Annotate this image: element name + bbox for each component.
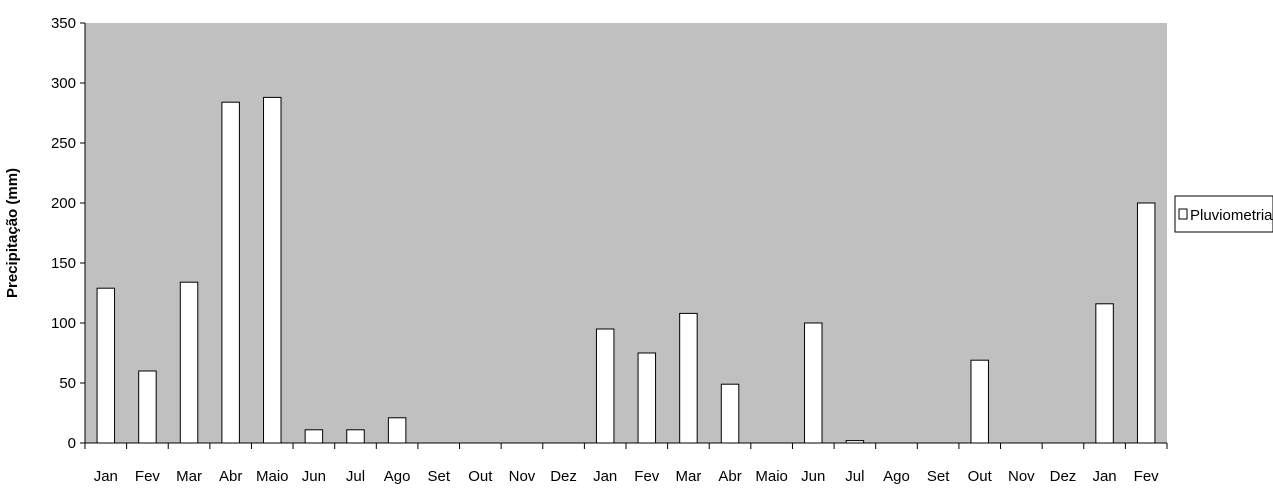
x-tick-label: Ago — [384, 468, 411, 485]
y-tick-label: 350 — [51, 15, 76, 32]
bar — [138, 370, 157, 444]
bar — [595, 328, 615, 444]
x-tick-label: Out — [968, 468, 993, 485]
x-tick-label: Set — [927, 468, 950, 485]
x-tick-label: Jun — [302, 468, 326, 485]
bar — [804, 322, 823, 444]
x-tick-label: Jun — [801, 468, 825, 485]
x-tick-label: Dez — [550, 468, 577, 485]
bar — [637, 352, 657, 444]
x-tick-label: Jan — [593, 468, 617, 485]
y-tick-label: 50 — [59, 375, 76, 392]
legend: Pluviometria — [1174, 195, 1273, 233]
y-axis: 0 50 100 150 200 250 300 350 — [51, 15, 85, 452]
y-tick-label: 150 — [51, 255, 76, 272]
x-tick-label: Set — [427, 468, 450, 485]
x-tick-label: Jul — [346, 468, 365, 485]
bar — [346, 429, 365, 444]
x-axis: Jan Fev Mar Abr Maio Jun Jul Ago Set Out Nov Dez Jan… — [84, 443, 1168, 485]
x-tick-label: Mar — [676, 468, 702, 485]
bar — [1136, 202, 1156, 444]
x-tick-label: Fev — [1134, 468, 1160, 485]
x-tick-label: Fev — [634, 468, 660, 485]
x-tick-label: Abr — [718, 468, 741, 485]
bar — [1095, 303, 1114, 444]
x-tick-label: Jan — [94, 468, 118, 485]
bar — [96, 287, 116, 444]
bar — [263, 96, 282, 444]
bar-series — [96, 96, 1156, 444]
x-tick-label: Jul — [845, 468, 864, 485]
bar — [179, 281, 199, 444]
y-tick-label: 100 — [51, 315, 76, 332]
x-tick-label: Maio — [256, 468, 289, 485]
y-axis-title: Precipitação (mm) — [4, 168, 21, 298]
x-tick-label: Fev — [135, 468, 161, 485]
bar — [221, 101, 240, 444]
bar — [720, 383, 740, 444]
x-tick-label: Nov — [509, 468, 536, 485]
y-tick-label: 0 — [68, 435, 76, 452]
bar — [970, 359, 989, 444]
y-tick-label: 300 — [51, 75, 76, 92]
y-tick-label: 250 — [51, 135, 76, 152]
bar — [387, 417, 407, 444]
x-tick-label: Dez — [1050, 468, 1077, 485]
x-tick-label: Maio — [755, 468, 788, 485]
x-tick-label: Abr — [219, 468, 242, 485]
legend-label: Pluviometria — [1190, 207, 1273, 224]
x-tick-label: Out — [468, 468, 493, 485]
x-tick-label: Ago — [883, 468, 910, 485]
bar — [679, 312, 698, 444]
x-tick-label: Jan — [1092, 468, 1116, 485]
x-tick-label: Mar — [176, 468, 202, 485]
legend-box — [1174, 195, 1273, 233]
x-tick-label: Nov — [1008, 468, 1035, 485]
plot-area — [85, 23, 1167, 443]
y-tick-label: 200 — [51, 195, 76, 212]
bar — [304, 429, 324, 444]
legend-swatch — [1178, 208, 1188, 220]
